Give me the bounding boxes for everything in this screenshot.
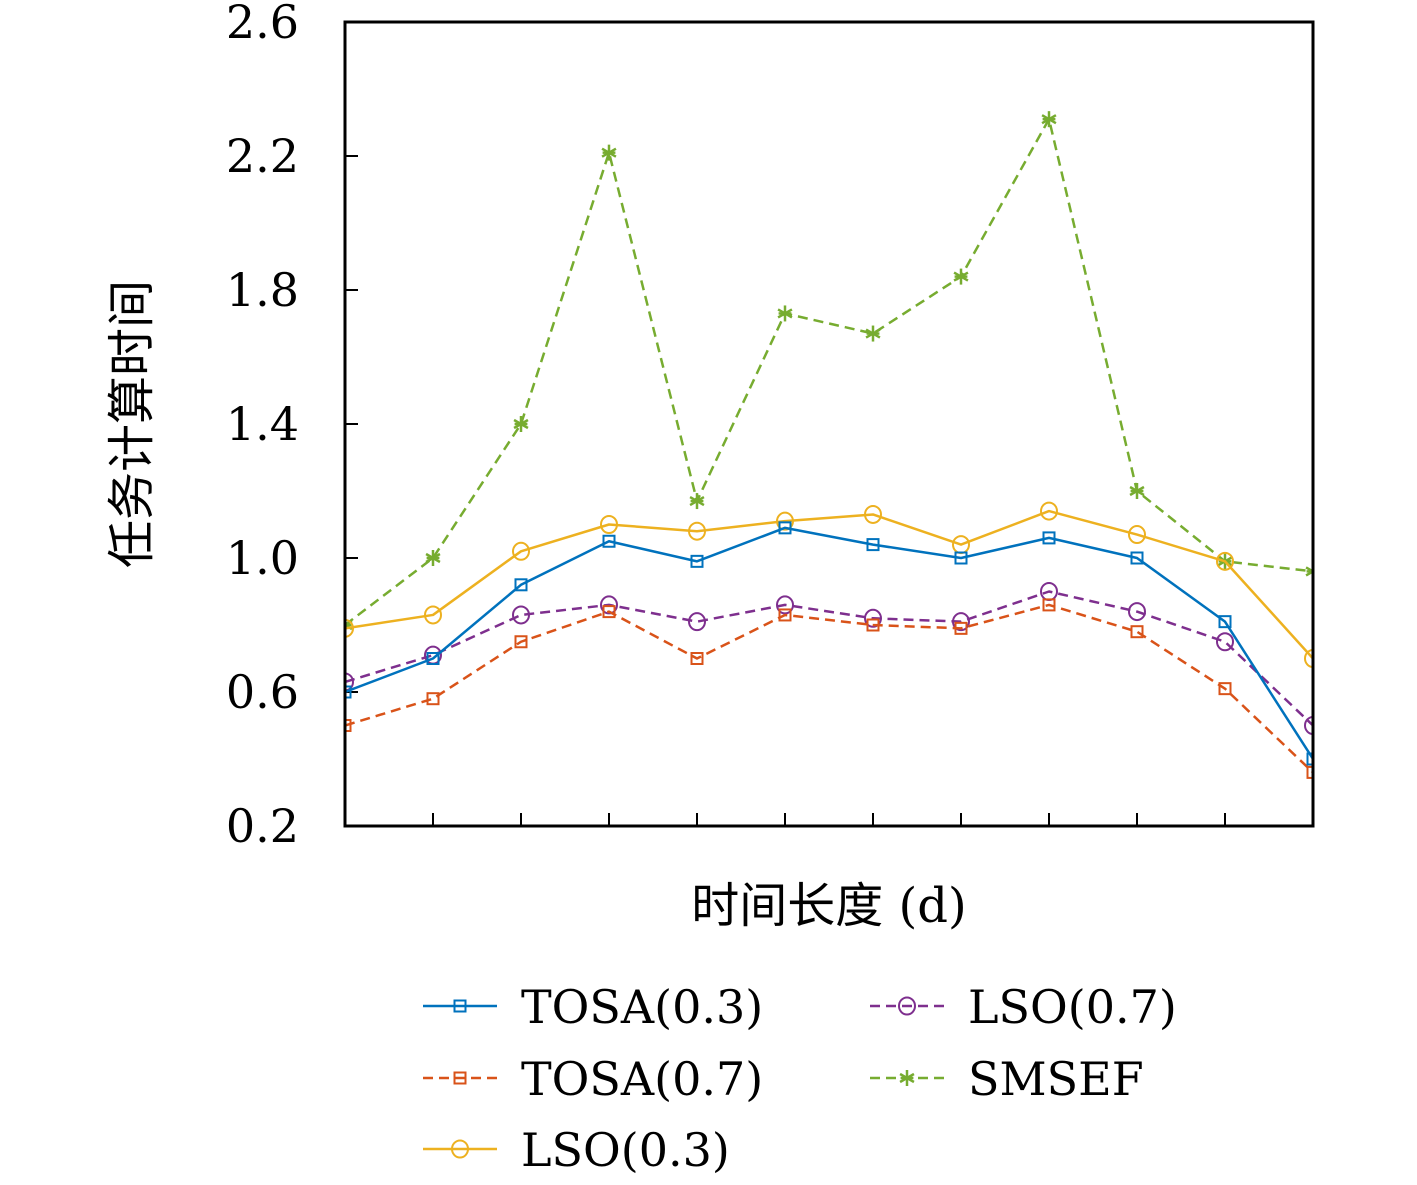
y-tick-label: 2.6 <box>226 0 299 49</box>
circle-marker <box>1128 602 1146 622</box>
circle-marker <box>864 608 882 628</box>
series-lso-0-3 <box>345 501 1313 668</box>
y-tick-label: 1.4 <box>226 397 299 451</box>
legend-item: TOSA(0.3) <box>423 980 763 1034</box>
circle-marker <box>1216 632 1234 652</box>
square-marker <box>866 618 880 632</box>
asterisk-marker <box>425 550 441 566</box>
square-marker <box>690 554 704 568</box>
legend-label: LSO(0.7) <box>968 980 1177 1034</box>
circle-marker <box>600 595 618 615</box>
square-marker <box>1218 615 1232 629</box>
asterisk-marker <box>899 1070 915 1086</box>
series-smsef <box>345 111 1313 633</box>
circle-marker <box>600 515 618 534</box>
square-marker <box>778 608 792 622</box>
y-tick-label: 2.2 <box>226 129 299 183</box>
series-line <box>345 590 1313 727</box>
square-marker <box>954 551 968 565</box>
circle-marker <box>512 541 530 561</box>
y-tick-label: 0.6 <box>226 665 299 719</box>
square-marker <box>1306 752 1313 766</box>
asterisk-marker <box>513 416 529 432</box>
square-marker <box>602 534 616 548</box>
series-line <box>345 603 1313 774</box>
asterisk-marker <box>953 268 969 285</box>
square-marker <box>426 652 440 665</box>
legend-item: SMSEF <box>870 1052 1144 1106</box>
square-marker <box>514 635 528 649</box>
circle-marker <box>776 511 794 531</box>
square-marker <box>453 1071 467 1085</box>
legend-label: SMSEF <box>968 1052 1144 1106</box>
square-marker <box>690 652 704 665</box>
square-marker <box>1130 625 1144 639</box>
circle-marker <box>688 612 706 632</box>
square-marker <box>453 999 467 1013</box>
series-line <box>345 509 1313 660</box>
square-marker <box>1042 598 1056 612</box>
circle-marker <box>1304 716 1313 735</box>
circle-marker <box>688 521 706 541</box>
legend-label: TOSA(0.3) <box>521 980 763 1034</box>
square-marker <box>602 605 616 619</box>
y-tick-label: 0.2 <box>226 799 299 853</box>
x-axis-title: 时间长度 (d) <box>691 878 966 934</box>
asterisk-marker <box>1305 563 1313 580</box>
legend-item: TOSA(0.7) <box>423 1052 763 1106</box>
legend-label: LSO(0.3) <box>521 1123 730 1177</box>
y-axis-tick-labels: 0.2 0.6 1.0 1.4 1.8 2.2 2.6 <box>226 0 299 853</box>
y-tick-label: 1.0 <box>226 531 299 585</box>
asterisk-stroke <box>1305 569 1313 577</box>
circle-marker <box>1216 551 1234 571</box>
y-axis-ticks <box>345 21 358 827</box>
asterisk-marker <box>777 305 793 322</box>
asterisk-marker <box>1041 111 1057 128</box>
square-marker <box>866 538 880 552</box>
square-marker <box>1130 551 1144 565</box>
circle-marker <box>345 672 354 692</box>
legend: TOSA(0.3) TOSA(0.7) LSO(0.3) LSO(0.7) SMSEF <box>423 980 1177 1177</box>
circle-marker <box>776 595 794 615</box>
circle-marker <box>512 605 530 625</box>
circle-marker <box>1040 501 1058 521</box>
x-axis-ticks <box>432 813 1226 826</box>
square-marker <box>778 521 792 535</box>
y-axis-title: 任务计算时间 <box>104 280 160 568</box>
circle-marker <box>1128 525 1146 545</box>
circle-marker <box>898 996 916 1016</box>
circle-marker <box>1304 649 1313 668</box>
legend-item: LSO(0.7) <box>870 980 1177 1034</box>
legend-label: TOSA(0.7) <box>521 1052 763 1106</box>
series-lso-0-7 <box>345 582 1313 735</box>
circle-marker <box>345 618 354 638</box>
plot-frame <box>343 20 1315 828</box>
circle-marker <box>952 612 970 632</box>
series-tosa-0-3 <box>345 521 1313 766</box>
asterisk-marker <box>865 325 881 342</box>
square-marker <box>345 685 352 699</box>
asterisk-marker <box>1129 483 1145 499</box>
circle-marker <box>424 605 442 625</box>
asterisk-marker <box>601 144 617 161</box>
square-marker <box>426 692 440 706</box>
square-marker <box>1218 682 1232 696</box>
circle-marker <box>451 1139 469 1159</box>
series-line <box>345 117 1313 626</box>
square-marker <box>954 621 968 635</box>
series-layer <box>345 111 1313 779</box>
legend-item: LSO(0.3) <box>423 1123 730 1177</box>
asterisk-stroke <box>1305 566 1313 573</box>
series-tosa-0-7 <box>345 598 1313 779</box>
asterisk-marker <box>689 493 705 510</box>
series-line <box>345 526 1313 760</box>
square-marker <box>1042 531 1056 545</box>
square-marker <box>514 578 528 592</box>
square-marker <box>1306 765 1313 779</box>
square-marker <box>345 719 352 732</box>
circle-marker <box>864 504 882 524</box>
y-tick-label: 1.8 <box>226 263 299 317</box>
